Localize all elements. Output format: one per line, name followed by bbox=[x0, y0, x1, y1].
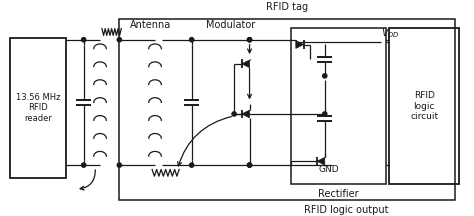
Text: GND: GND bbox=[319, 165, 339, 174]
Circle shape bbox=[117, 163, 121, 167]
Text: RFID logic output: RFID logic output bbox=[304, 205, 388, 215]
Circle shape bbox=[247, 163, 252, 167]
Bar bbox=[291, 28, 385, 184]
Text: Antenna: Antenna bbox=[129, 20, 171, 30]
Polygon shape bbox=[296, 41, 303, 48]
Circle shape bbox=[323, 112, 327, 116]
Circle shape bbox=[232, 112, 236, 116]
Polygon shape bbox=[317, 157, 325, 165]
Text: RFID tag: RFID tag bbox=[266, 2, 308, 12]
Text: Rectifier: Rectifier bbox=[318, 189, 358, 199]
Text: Modulator: Modulator bbox=[206, 20, 255, 30]
Polygon shape bbox=[242, 110, 249, 118]
Text: RFID
logic
circuit: RFID logic circuit bbox=[410, 91, 438, 121]
Circle shape bbox=[247, 38, 252, 42]
Circle shape bbox=[190, 38, 194, 42]
Text: 13.56 MHz
RFID
reader: 13.56 MHz RFID reader bbox=[16, 93, 61, 123]
Circle shape bbox=[117, 38, 121, 42]
Circle shape bbox=[190, 163, 194, 167]
Text: $V_{DD}$: $V_{DD}$ bbox=[381, 26, 400, 40]
Polygon shape bbox=[242, 60, 249, 68]
Circle shape bbox=[247, 38, 252, 42]
Circle shape bbox=[247, 163, 252, 167]
Bar bbox=[389, 28, 459, 184]
Bar bbox=[119, 19, 455, 200]
Circle shape bbox=[82, 163, 86, 167]
Circle shape bbox=[323, 74, 327, 78]
Circle shape bbox=[82, 38, 86, 42]
Bar bbox=[10, 38, 66, 178]
